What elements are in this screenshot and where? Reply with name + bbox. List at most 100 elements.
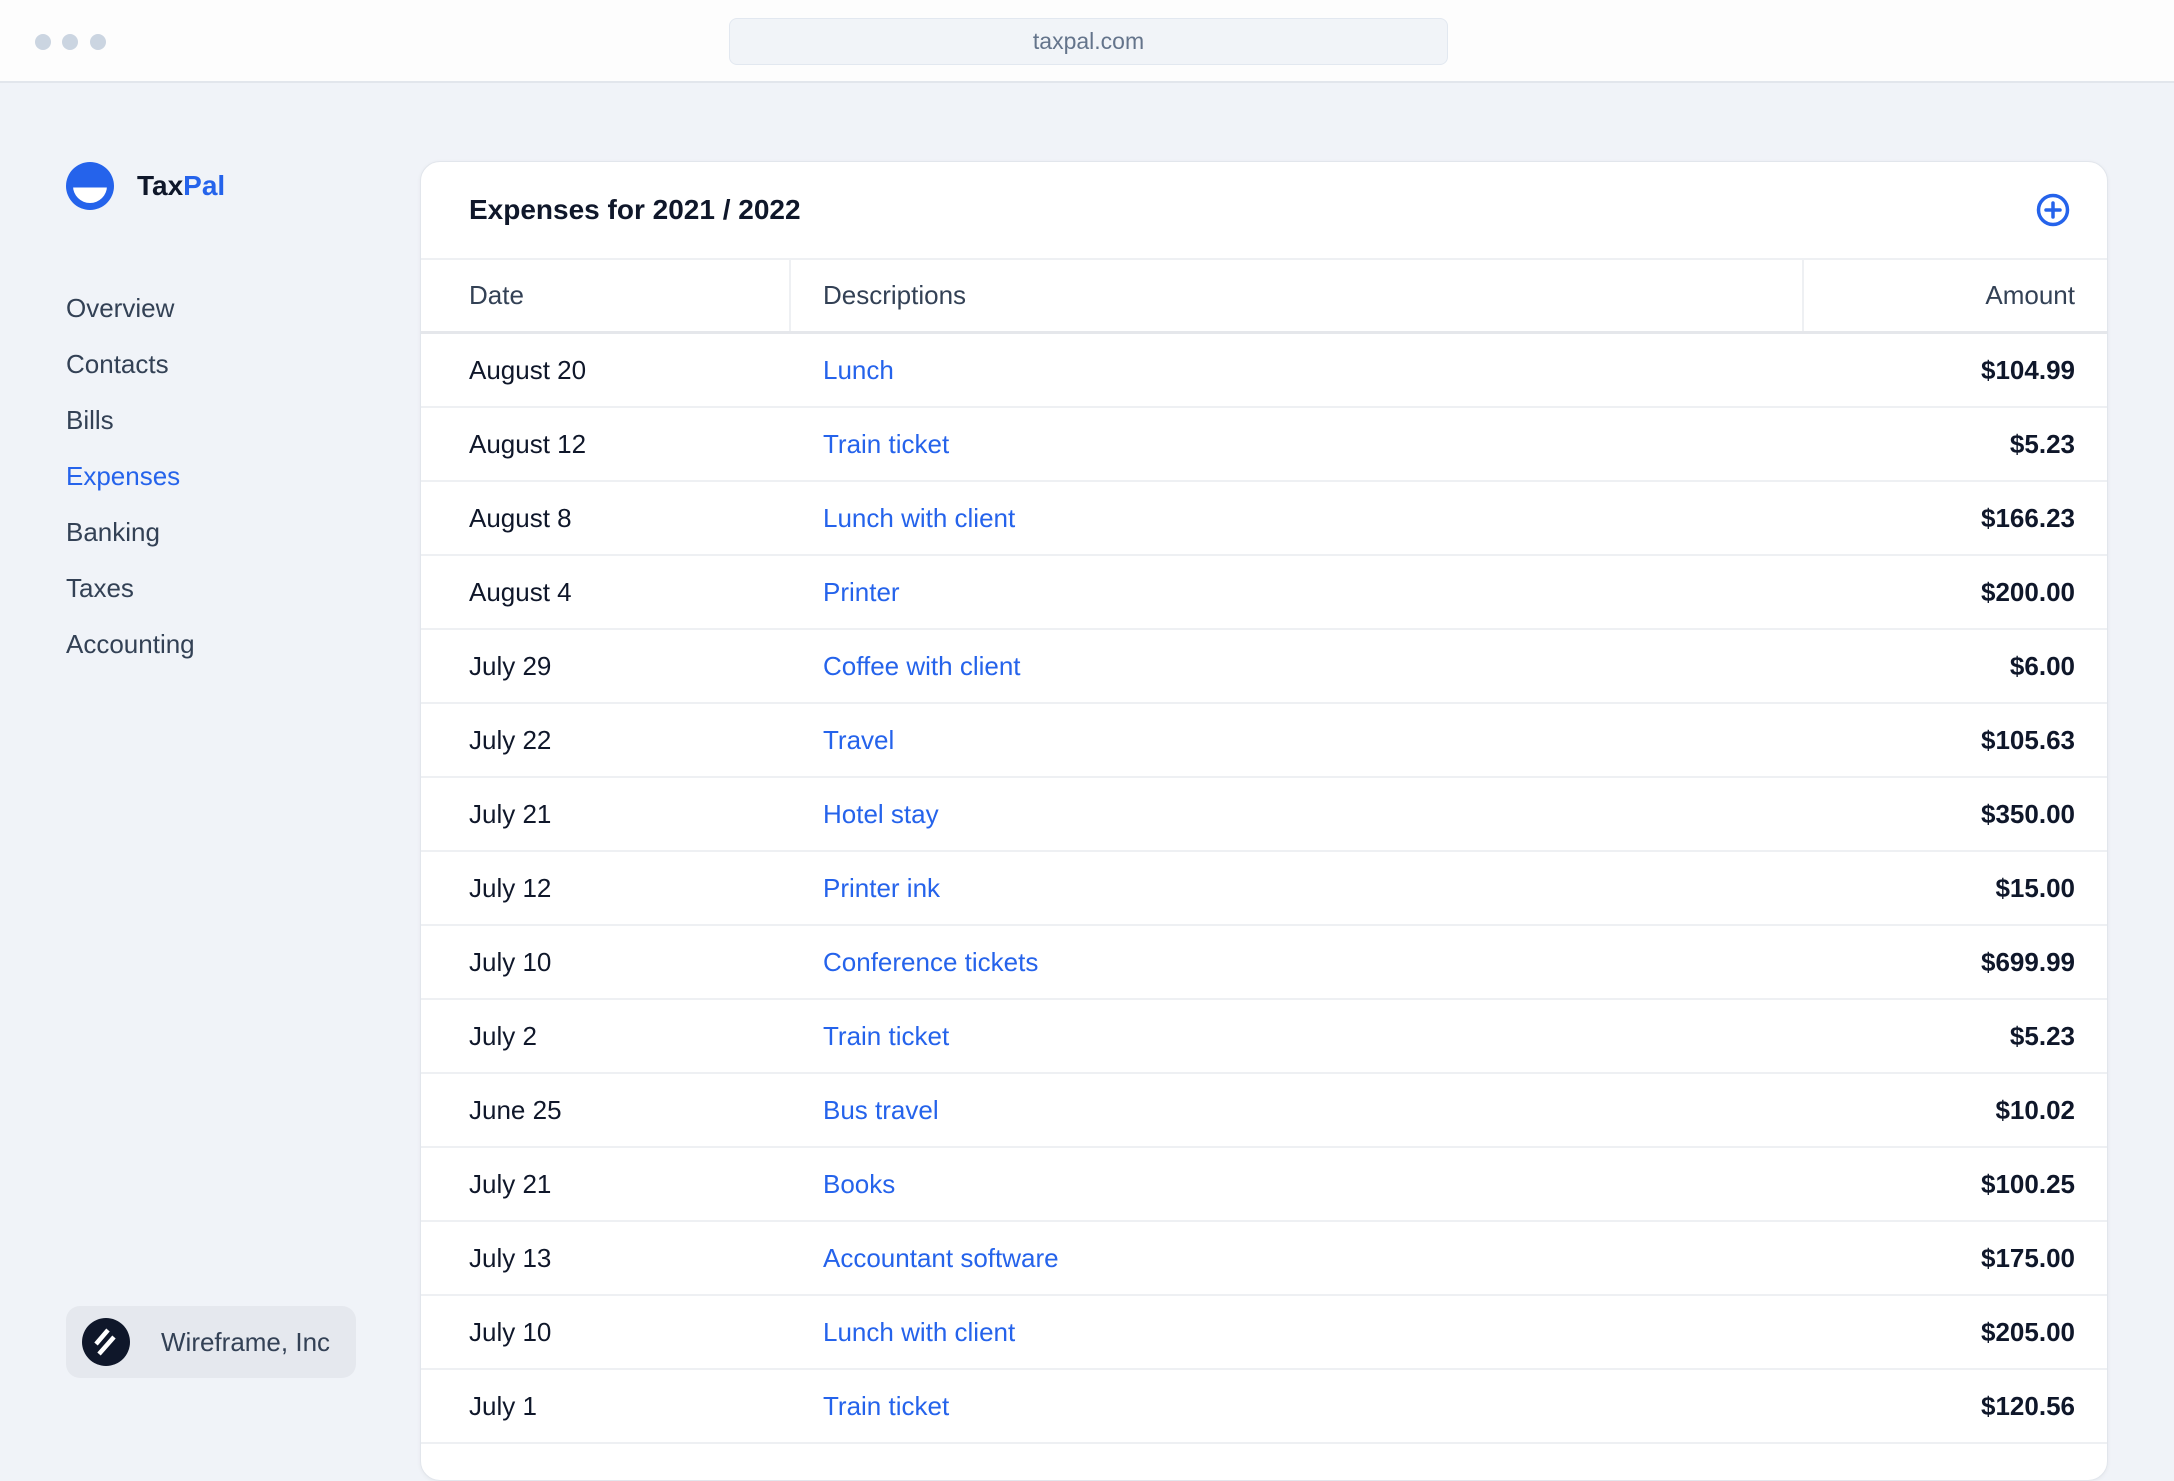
window-dot-icon: [62, 34, 78, 50]
description-link[interactable]: Lunch with client: [823, 1316, 1016, 1347]
cell-amount: $15.00: [1995, 872, 2075, 903]
table-row: July 12 Printer ink $15.00: [421, 852, 2107, 926]
table-row: [421, 1444, 2107, 1480]
table-row: June 25 Bus travel $10.02: [421, 1074, 2107, 1148]
cell-description: Travel: [791, 704, 1804, 776]
logo[interactable]: TaxPal: [66, 162, 225, 210]
cell-date: July 1: [469, 1390, 537, 1421]
column-header-descriptions[interactable]: Descriptions: [791, 260, 1804, 331]
description-link[interactable]: Train ticket: [823, 428, 950, 459]
window-dot-icon: [90, 34, 106, 50]
cell-amount: $350.00: [1981, 798, 2075, 829]
description-link[interactable]: Conference tickets: [823, 946, 1039, 977]
cell-description: Printer ink: [791, 852, 1804, 924]
cell-date: July 12: [469, 872, 552, 903]
table-row: July 1 Train ticket $120.56: [421, 1370, 2107, 1444]
table-row: July 21 Books $100.25: [421, 1148, 2107, 1222]
cell-description: Lunch with client: [791, 1296, 1804, 1368]
taxpal-logo-icon: [66, 162, 114, 210]
browser-toolbar: taxpal.com: [0, 0, 2174, 83]
cell-description: Printer: [791, 556, 1804, 628]
table-row: July 22 Travel $105.63: [421, 704, 2107, 778]
window-dot-icon: [35, 34, 51, 50]
cell-amount: $699.99: [1981, 946, 2075, 977]
wireframe-logo-icon: [82, 1318, 130, 1366]
cell-description: Train ticket: [791, 1000, 1804, 1072]
page-title: Expenses for 2021 / 2022: [469, 194, 801, 225]
add-expense-button[interactable]: [2035, 192, 2071, 228]
cell-description: Lunch with client: [791, 482, 1804, 554]
cell-description: Conference tickets: [791, 926, 1804, 998]
sidebar-item-overview[interactable]: Overview: [66, 292, 175, 323]
description-link[interactable]: Coffee with client: [823, 650, 1021, 681]
column-header-amount[interactable]: Amount: [1985, 280, 2075, 310]
table-row: August 12 Train ticket $5.23: [421, 408, 2107, 482]
description-link[interactable]: Printer: [823, 576, 900, 607]
cell-description: Hotel stay: [791, 778, 1804, 850]
organization-name: Wireframe, Inc: [161, 1326, 331, 1357]
cell-date: July 22: [469, 724, 552, 755]
cell-amount: $104.99: [1981, 354, 2075, 385]
brand-part-1: Tax: [137, 170, 184, 201]
cell-description: Accountant software: [791, 1222, 1804, 1294]
table-row: July 10 Lunch with client $205.00: [421, 1296, 2107, 1370]
table-body: August 20 Lunch $104.99 August 12 Train tick…: [421, 334, 2107, 1444]
cell-amount: $5.23: [2009, 428, 2075, 459]
cell-date: July 2: [469, 1020, 537, 1051]
sidebar-item-contacts[interactable]: Contacts: [66, 348, 169, 379]
cell-amount: $175.00: [1981, 1242, 2075, 1273]
description-link[interactable]: Lunch: [823, 354, 894, 385]
organization-switcher[interactable]: Wireframe, Inc: [66, 1306, 356, 1378]
table-row: August 20 Lunch $104.99: [421, 334, 2107, 408]
brand-part-2: Pal: [183, 170, 226, 201]
cell-date: July 21: [469, 1168, 552, 1199]
table-row: July 10 Conference tickets $699.99: [421, 926, 2107, 1000]
brand-name: TaxPal: [137, 170, 225, 202]
table-row: July 29 Coffee with client $6.00: [421, 630, 2107, 704]
table-row: July 2 Train ticket $5.23: [421, 1000, 2107, 1074]
description-link[interactable]: Train ticket: [823, 1020, 950, 1051]
cell-amount: $120.56: [1981, 1390, 2075, 1421]
cell-amount: $105.63: [1981, 724, 2075, 755]
description-link[interactable]: Train ticket: [823, 1390, 950, 1421]
card-header: Expenses for 2021 / 2022: [421, 162, 2107, 260]
cell-date: August 12: [469, 428, 587, 459]
sidebar-item-accounting[interactable]: Accounting: [66, 628, 195, 659]
cell-date: July 10: [469, 1316, 552, 1347]
description-link[interactable]: Bus travel: [823, 1094, 939, 1125]
cell-description: Coffee with client: [791, 630, 1804, 702]
cell-date: August 4: [469, 576, 572, 607]
table-row: July 21 Hotel stay $350.00: [421, 778, 2107, 852]
description-link[interactable]: Travel: [823, 724, 895, 755]
expenses-card: Expenses for 2021 / 2022 Date Descriptio…: [420, 161, 2108, 1481]
cell-date: July 29: [469, 650, 552, 681]
cell-description: Train ticket: [791, 1370, 1804, 1442]
url-bar[interactable]: taxpal.com: [729, 18, 1448, 65]
table-row: August 4 Printer $200.00: [421, 556, 2107, 630]
cell-amount: $100.25: [1981, 1168, 2075, 1199]
sidebar-item-expenses[interactable]: Expenses: [66, 460, 181, 491]
cell-date: July 21: [469, 798, 552, 829]
cell-description: Books: [791, 1148, 1804, 1220]
sidebar-item-banking[interactable]: Banking: [66, 516, 160, 547]
table-row: July 13 Accountant software $175.00: [421, 1222, 2107, 1296]
table-row: August 8 Lunch with client $166.23: [421, 482, 2107, 556]
table-header: Date Descriptions Amount: [421, 260, 2107, 334]
sidebar-item-bills[interactable]: Bills: [66, 404, 114, 435]
cell-amount: $200.00: [1981, 576, 2075, 607]
description-link[interactable]: Hotel stay: [823, 798, 939, 829]
column-header-date[interactable]: Date: [421, 260, 791, 331]
cell-amount: $166.23: [1981, 502, 2075, 533]
cell-description: Bus travel: [791, 1074, 1804, 1146]
cell-description: Lunch: [791, 334, 1804, 406]
description-link[interactable]: Printer ink: [823, 872, 941, 903]
cell-description: Train ticket: [791, 408, 1804, 480]
cell-date: July 10: [469, 946, 552, 977]
description-link[interactable]: Books: [823, 1168, 896, 1199]
cell-amount: $6.00: [2009, 650, 2075, 681]
cell-amount: $5.23: [2009, 1020, 2075, 1051]
sidebar-item-taxes[interactable]: Taxes: [66, 572, 134, 603]
description-link[interactable]: Accountant software: [823, 1242, 1059, 1273]
description-link[interactable]: Lunch with client: [823, 502, 1016, 533]
cell-date: August 8: [469, 502, 572, 533]
